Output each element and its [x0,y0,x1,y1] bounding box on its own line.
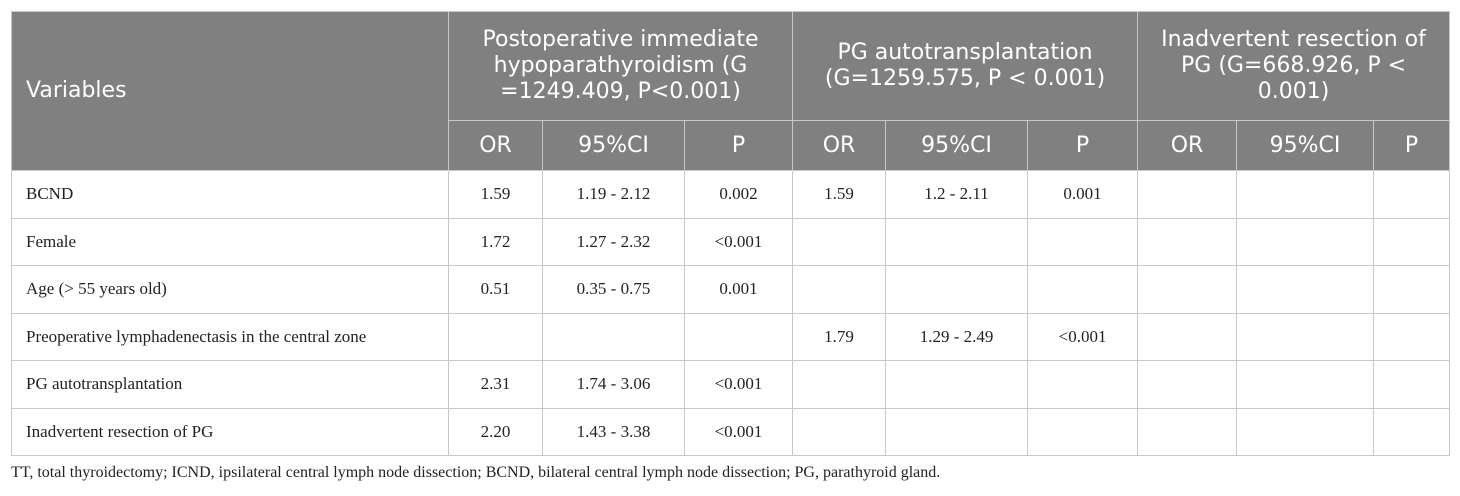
subheader: P [1027,120,1139,171]
group-header: Inadvertent resection of PG (G=668.926, … [1137,11,1451,121]
table-cell [1137,360,1238,409]
table-row: Preoperative lymphadenectasis in the cen… [11,312,1451,361]
group-header: Postoperative immediate hypoparathyroidi… [447,11,794,121]
table-cell [1373,407,1451,456]
table-cell: 0.002 [683,170,794,219]
table-cell: 1.19 - 2.12 [542,170,685,219]
table-cell [1137,217,1238,266]
table-cell [792,217,887,266]
table-cell: 0.35 - 0.75 [542,265,685,314]
table-body: BCND 1.59 1.19 - 2.12 0.002 1.59 1.2 - 2.11 0.… [11,170,1451,456]
table-cell [792,407,887,456]
subheader: OR [1137,120,1238,171]
row-label: Preoperative lymphadenectasis in the cen… [11,312,449,361]
subheader: P [683,120,794,171]
table-cell [1027,407,1139,456]
row-label: Age (> 55 years old) [11,265,449,314]
table-cell [1373,312,1451,361]
table-cell [1137,312,1238,361]
table-cell [542,312,685,361]
table-cell [885,407,1029,456]
table-cell: 2.20 [448,407,543,456]
table-cell [1236,312,1375,361]
table-cell: 0.001 [1027,170,1139,219]
table-cell [683,312,794,361]
table-cell [1137,170,1238,219]
table-cell [1027,265,1139,314]
subheader: OR [792,120,887,171]
group-header: PG autotransplantation (G=1259.575, P < … [792,11,1139,121]
table-cell: <0.001 [683,360,794,409]
subheader: 95%CI [542,120,685,171]
table-cell [885,360,1029,409]
subheader: P [1373,120,1451,171]
subheader-row: OR 95%CI P OR 95%CI P OR 95%CI P [12,120,1451,171]
table-row: Inadvertent resection of PG 2.20 1.43 - 3.… [11,407,1451,456]
table-cell [1137,265,1238,314]
footnote: TT, total thyroidectomy; ICND, ipsilater… [11,464,941,481]
header-row: Variables Postoperative immediate hypopa… [11,11,1451,171]
table-row: BCND 1.59 1.19 - 2.12 0.002 1.59 1.2 - 2.11 0.… [11,170,1451,219]
table-cell: 1.74 - 3.06 [542,360,685,409]
table-cell [1373,265,1451,314]
row-label: Inadvertent resection of PG [11,407,449,456]
table-cell [1373,170,1451,219]
table-cell [885,217,1029,266]
subheader: OR [448,120,543,171]
table-cell: 1.43 - 3.38 [542,407,685,456]
table-cell: 2.31 [448,360,543,409]
table-row: PG autotransplantation 2.31 1.74 - 3.06 <0.… [11,360,1451,409]
table-cell [885,265,1029,314]
table-cell: 0.51 [448,265,543,314]
table-cell [1236,217,1375,266]
table-cell: <0.001 [683,217,794,266]
table-cell [1027,360,1139,409]
table-row: Age (> 55 years old) 0.51 0.35 - 0.75 0.001 [11,265,1451,314]
table-cell [1236,407,1375,456]
table-cell: 1.79 [792,312,887,361]
table-cell: 1.72 [448,217,543,266]
table-cell [1236,265,1375,314]
table-cell [1236,170,1375,219]
table-cell: 1.59 [448,170,543,219]
header-cell: Variables [11,11,449,171]
subheader: 95%CI [885,120,1029,171]
row-label: PG autotransplantation [11,360,449,409]
table-cell [792,265,887,314]
table-cell: 1.29 - 2.49 [885,312,1029,361]
row-label: BCND [11,170,449,219]
table-row: Female 1.72 1.27 - 2.32 <0.001 [11,217,1451,266]
table-cell [1373,217,1451,266]
row-label: Female [11,217,449,266]
table-cell: 1.59 [792,170,887,219]
table-cell: 1.2 - 2.11 [885,170,1029,219]
results-table: Variables Postoperative immediate hypopa… [11,11,1451,456]
table-cell: 1.27 - 2.32 [542,217,685,266]
table-cell [448,312,543,361]
table-cell: 0.001 [683,265,794,314]
table-cell [1137,407,1238,456]
table-cell [1373,360,1451,409]
table-cell [1027,217,1139,266]
table-cell [792,360,887,409]
table-cell: <0.001 [683,407,794,456]
table-cell [1236,360,1375,409]
table-cell: <0.001 [1027,312,1139,361]
subheader: 95%CI [1236,120,1375,171]
